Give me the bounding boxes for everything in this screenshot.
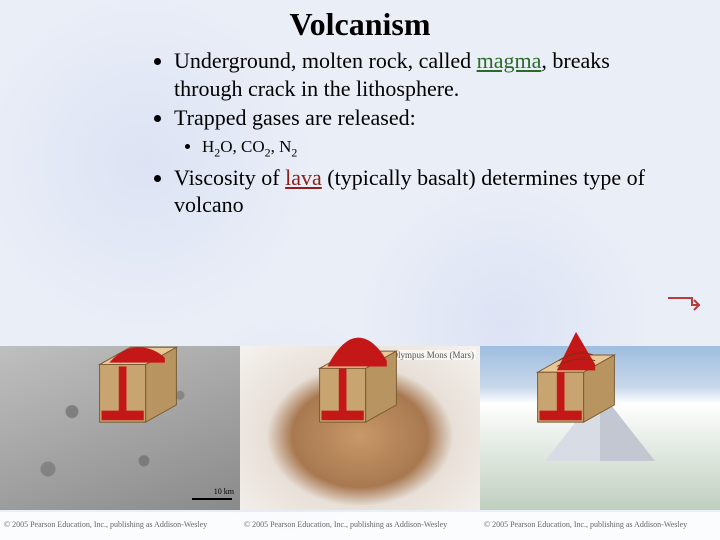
- bullet-list: Underground, molten rock, called magma , …: [150, 47, 660, 219]
- gas-co: O, CO: [220, 137, 264, 156]
- gas-h: H: [202, 137, 214, 156]
- scale-bar-icon: [192, 498, 232, 500]
- bullet-2-sub: H2O, CO2, N2: [202, 136, 660, 160]
- bullet-2-text: Trapped gases are released:: [174, 105, 416, 130]
- bullet-2: Trapped gases are released: H2O, CO2, N2: [174, 104, 660, 160]
- copyright-2: © 2005 Pearson Education, Inc., publishi…: [240, 512, 480, 540]
- scale-text: 10 km: [214, 487, 234, 496]
- gas-n-sub: 2: [291, 145, 297, 159]
- bullet-1: Underground, molten rock, called magma, …: [174, 47, 660, 102]
- bullet-1-pre: Underground, molten rock, called: [174, 48, 477, 73]
- term-magma: magma: [477, 48, 542, 73]
- gas-n: , N: [271, 137, 292, 156]
- bullet-3-pre: Viscosity of: [174, 165, 285, 190]
- content-block: Underground, molten rock, called magma , …: [0, 47, 720, 219]
- volcano-diagram-flat: [90, 326, 186, 430]
- volcano-diagram-shield: [310, 326, 406, 430]
- arrow-icon: [666, 295, 700, 311]
- bullet-3: Viscosity of lava (typically basalt) det…: [174, 164, 660, 219]
- term-lava: lava: [285, 165, 322, 190]
- copyright-1: © 2005 Pearson Education, Inc., publishi…: [0, 512, 240, 540]
- bullet-2-sub-list: H2O, CO2, N2: [174, 136, 660, 160]
- page-title: Volcanism: [0, 0, 720, 47]
- copyright-row: © 2005 Pearson Education, Inc., publishi…: [0, 512, 720, 540]
- copyright-3: © 2005 Pearson Education, Inc., publishi…: [480, 512, 720, 540]
- volcano-diagram-strato: [528, 326, 624, 430]
